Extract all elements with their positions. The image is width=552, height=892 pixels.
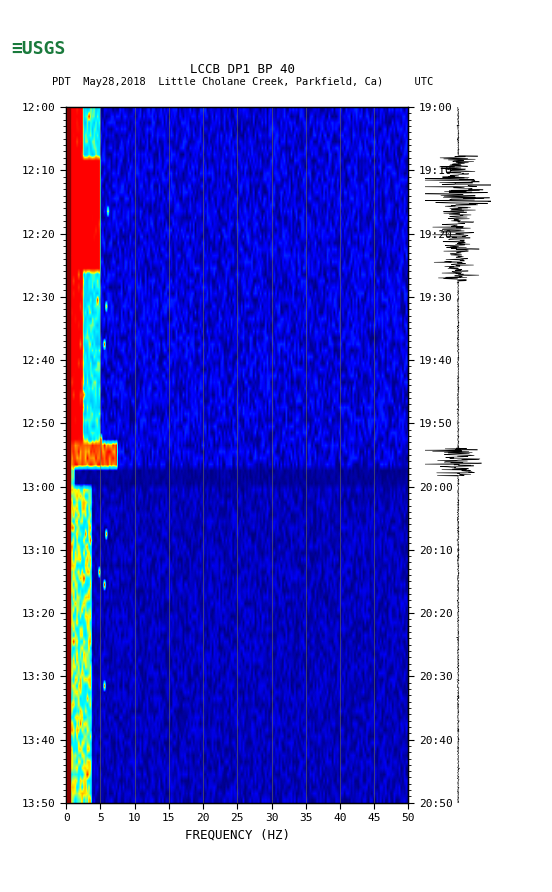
Text: ≡USGS: ≡USGS <box>11 40 66 58</box>
Text: PDT  May28,2018  Little Cholane Creek, Parkfield, Ca)     UTC: PDT May28,2018 Little Cholane Creek, Par… <box>52 78 433 87</box>
Bar <box>63 107 70 803</box>
Text: LCCB DP1 BP 40: LCCB DP1 BP 40 <box>190 62 295 76</box>
X-axis label: FREQUENCY (HZ): FREQUENCY (HZ) <box>185 829 290 842</box>
